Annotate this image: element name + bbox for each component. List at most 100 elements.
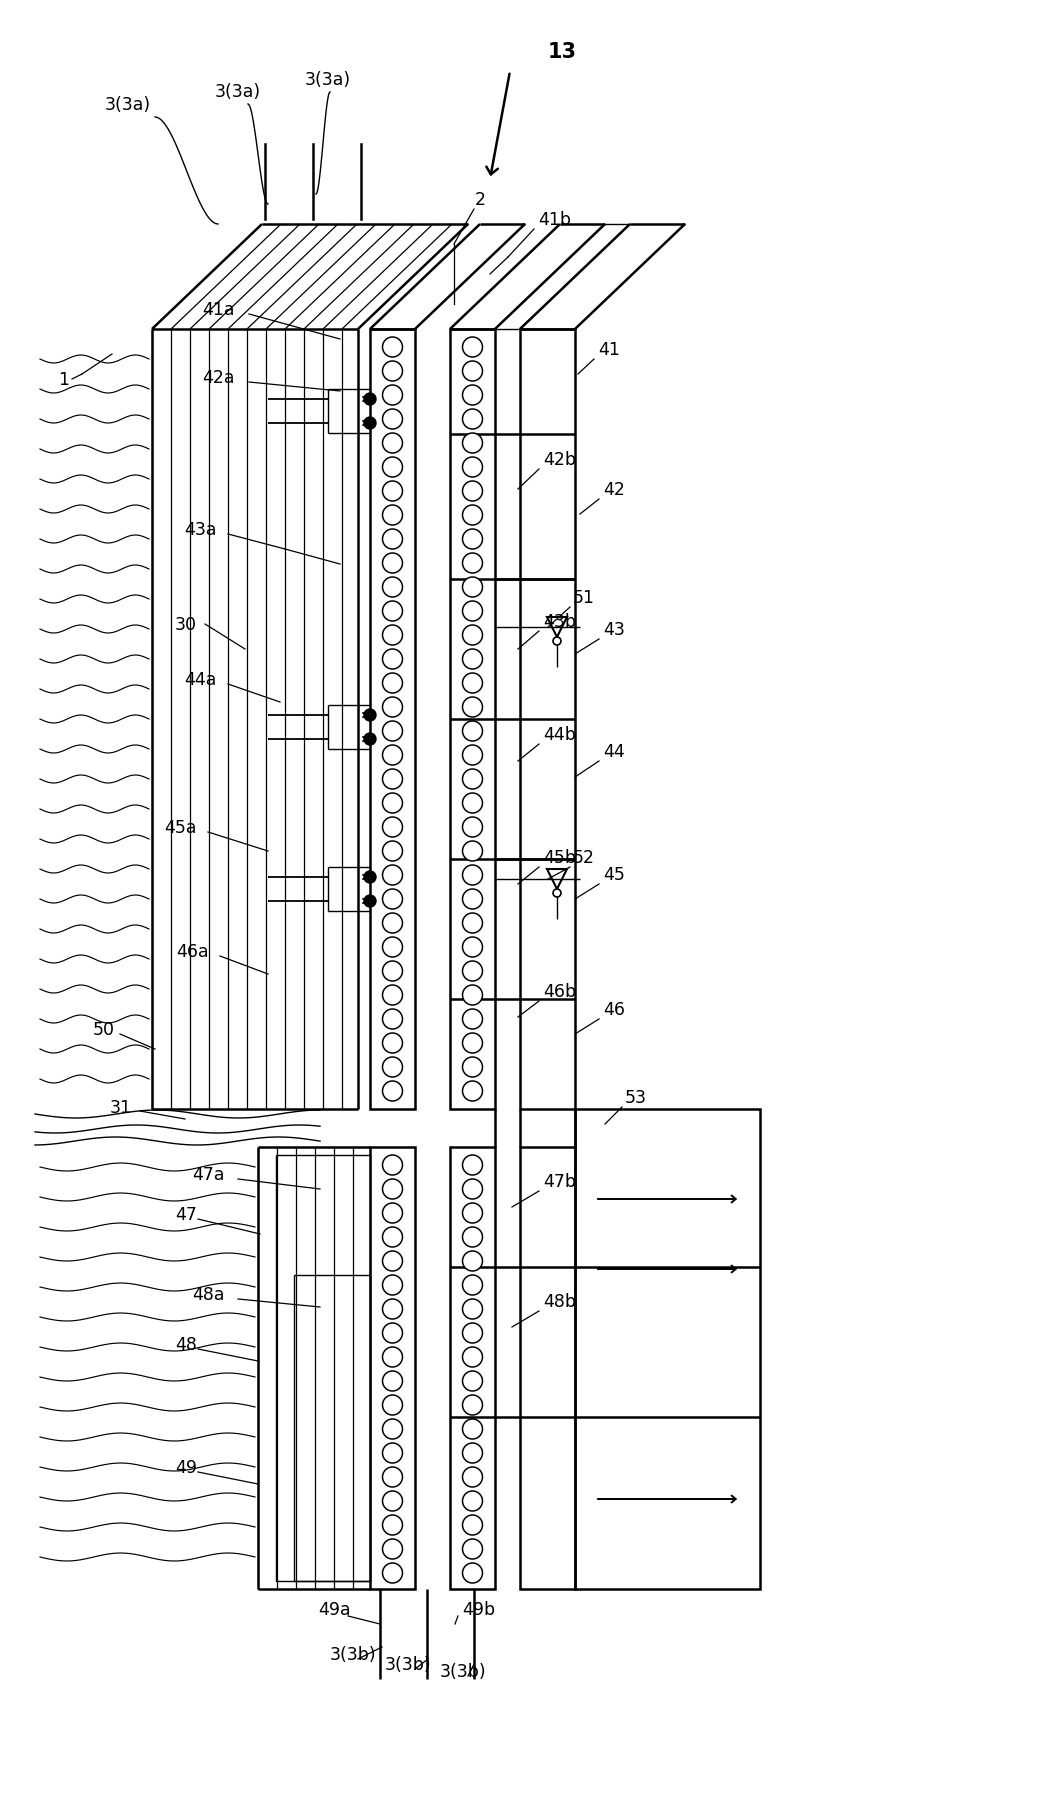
Text: 42a: 42a — [202, 369, 234, 387]
Circle shape — [462, 746, 482, 766]
Circle shape — [553, 638, 561, 645]
Circle shape — [462, 387, 482, 406]
Circle shape — [462, 1491, 482, 1510]
Bar — [370, 329, 415, 1109]
Text: 42: 42 — [602, 480, 624, 498]
Text: 48b: 48b — [543, 1293, 576, 1311]
Circle shape — [462, 626, 482, 645]
Circle shape — [383, 1491, 403, 1510]
Circle shape — [462, 530, 482, 550]
Circle shape — [462, 1467, 482, 1487]
Circle shape — [462, 602, 482, 622]
Text: 41b: 41b — [538, 210, 571, 228]
Circle shape — [383, 985, 403, 1005]
Circle shape — [383, 1275, 403, 1295]
Text: 45a: 45a — [164, 818, 197, 836]
Circle shape — [462, 1419, 482, 1438]
Text: 46b: 46b — [543, 982, 576, 1000]
Text: 13: 13 — [548, 41, 577, 61]
Circle shape — [383, 890, 403, 910]
Circle shape — [462, 505, 482, 525]
Circle shape — [383, 577, 403, 597]
Circle shape — [383, 698, 403, 717]
Circle shape — [462, 1539, 482, 1559]
Circle shape — [364, 895, 376, 908]
Text: 3(3a): 3(3a) — [215, 83, 262, 101]
Circle shape — [462, 361, 482, 381]
Text: 3(3a): 3(3a) — [305, 70, 351, 88]
Text: 41: 41 — [598, 342, 620, 360]
Text: 49a: 49a — [318, 1600, 350, 1618]
Circle shape — [383, 1300, 403, 1320]
Circle shape — [383, 1395, 403, 1415]
Circle shape — [383, 1081, 403, 1102]
Bar — [294, 1275, 370, 1580]
Circle shape — [462, 1081, 482, 1102]
Text: 43: 43 — [602, 620, 624, 638]
Text: 3(3b): 3(3b) — [385, 1656, 432, 1674]
Circle shape — [462, 818, 482, 838]
Text: 44a: 44a — [184, 671, 217, 689]
Text: 48a: 48a — [192, 1286, 225, 1304]
Circle shape — [462, 1009, 482, 1030]
Circle shape — [364, 394, 376, 406]
Circle shape — [383, 458, 403, 478]
Circle shape — [383, 1467, 403, 1487]
Circle shape — [383, 1009, 403, 1030]
Circle shape — [462, 1034, 482, 1054]
Circle shape — [383, 962, 403, 982]
Circle shape — [383, 554, 403, 574]
Circle shape — [364, 734, 376, 746]
Circle shape — [383, 1034, 403, 1054]
Circle shape — [462, 890, 482, 910]
Circle shape — [383, 674, 403, 694]
Circle shape — [383, 1347, 403, 1366]
Circle shape — [383, 1444, 403, 1464]
Text: 43a: 43a — [184, 521, 217, 539]
Text: 44b: 44b — [543, 726, 576, 744]
Circle shape — [383, 387, 403, 406]
Circle shape — [462, 962, 482, 982]
Circle shape — [383, 1228, 403, 1248]
Circle shape — [462, 1372, 482, 1392]
Circle shape — [383, 1539, 403, 1559]
Circle shape — [383, 841, 403, 861]
Text: 47b: 47b — [543, 1172, 576, 1190]
Circle shape — [462, 841, 482, 861]
Bar — [276, 1156, 370, 1580]
Circle shape — [383, 410, 403, 430]
Circle shape — [383, 721, 403, 741]
Circle shape — [383, 1323, 403, 1343]
Circle shape — [462, 1444, 482, 1464]
Circle shape — [462, 1251, 482, 1271]
Circle shape — [462, 1057, 482, 1077]
Text: 52: 52 — [573, 849, 595, 867]
Circle shape — [462, 1347, 482, 1366]
Circle shape — [383, 793, 403, 813]
Text: 31: 31 — [110, 1099, 132, 1117]
Circle shape — [462, 865, 482, 885]
Text: 46: 46 — [602, 1000, 626, 1018]
Circle shape — [462, 482, 482, 502]
Circle shape — [383, 1562, 403, 1582]
Circle shape — [383, 1372, 403, 1392]
Text: 30: 30 — [175, 615, 197, 633]
Text: 2: 2 — [475, 191, 486, 209]
Circle shape — [383, 770, 403, 789]
Circle shape — [462, 338, 482, 358]
Circle shape — [462, 1203, 482, 1223]
Circle shape — [383, 433, 403, 453]
Text: 53: 53 — [626, 1088, 647, 1106]
Circle shape — [462, 577, 482, 597]
Bar — [520, 1147, 575, 1589]
Bar — [520, 329, 575, 1109]
Circle shape — [462, 721, 482, 741]
Circle shape — [383, 1516, 403, 1535]
Circle shape — [462, 1516, 482, 1535]
Circle shape — [383, 1203, 403, 1223]
Text: 45: 45 — [602, 865, 624, 883]
Circle shape — [383, 602, 403, 622]
Circle shape — [462, 674, 482, 694]
Bar — [575, 1109, 760, 1589]
Circle shape — [383, 865, 403, 885]
